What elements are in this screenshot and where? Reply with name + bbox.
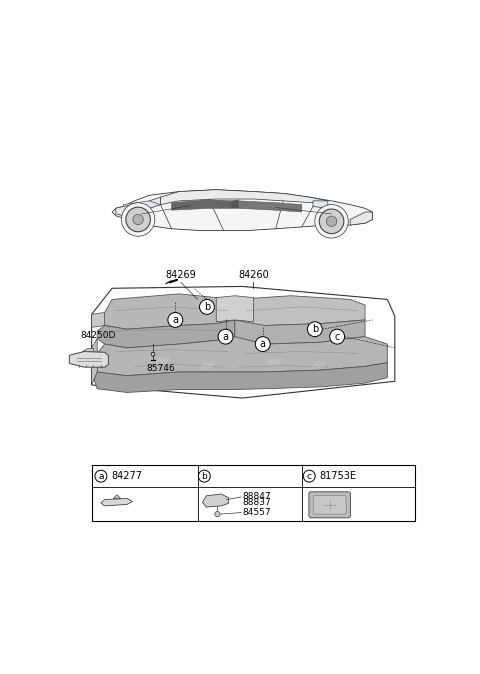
- Text: 84260: 84260: [238, 270, 269, 280]
- Circle shape: [151, 353, 155, 356]
- Circle shape: [307, 321, 322, 336]
- Circle shape: [218, 329, 233, 344]
- Polygon shape: [149, 197, 160, 208]
- Text: a: a: [260, 339, 266, 349]
- Text: b: b: [204, 302, 210, 312]
- Circle shape: [255, 336, 270, 352]
- Text: 81753E: 81753E: [319, 471, 356, 481]
- Circle shape: [215, 512, 220, 517]
- Circle shape: [126, 207, 150, 232]
- Circle shape: [319, 209, 344, 234]
- Text: b: b: [202, 472, 207, 481]
- Text: a: a: [98, 472, 104, 481]
- Polygon shape: [160, 189, 328, 205]
- Polygon shape: [83, 348, 94, 352]
- Polygon shape: [94, 336, 387, 375]
- Text: 84277: 84277: [111, 471, 142, 481]
- Polygon shape: [97, 320, 235, 348]
- Polygon shape: [231, 200, 239, 208]
- Circle shape: [303, 470, 315, 482]
- Polygon shape: [216, 296, 253, 321]
- FancyBboxPatch shape: [313, 495, 346, 514]
- Polygon shape: [235, 320, 365, 344]
- Polygon shape: [350, 212, 372, 225]
- Text: a: a: [172, 315, 179, 325]
- Text: c: c: [335, 332, 340, 342]
- Circle shape: [133, 214, 144, 224]
- Text: 85746: 85746: [146, 364, 175, 373]
- Polygon shape: [172, 200, 231, 210]
- Polygon shape: [116, 205, 134, 216]
- Text: 88837: 88837: [242, 497, 271, 507]
- Text: 84557: 84557: [242, 508, 271, 517]
- Polygon shape: [69, 352, 108, 367]
- Text: 84250D: 84250D: [81, 332, 116, 340]
- Circle shape: [315, 205, 348, 238]
- FancyBboxPatch shape: [92, 465, 415, 521]
- Polygon shape: [203, 494, 228, 507]
- Polygon shape: [113, 495, 120, 499]
- Text: a: a: [223, 332, 228, 342]
- Text: 84269: 84269: [166, 270, 196, 280]
- Polygon shape: [97, 294, 235, 329]
- Circle shape: [200, 299, 215, 314]
- Polygon shape: [123, 201, 160, 210]
- Text: 88847: 88847: [242, 493, 271, 501]
- Circle shape: [326, 216, 337, 226]
- FancyBboxPatch shape: [309, 492, 350, 518]
- Polygon shape: [101, 499, 132, 506]
- Polygon shape: [235, 296, 365, 326]
- Text: c: c: [307, 472, 312, 481]
- Polygon shape: [94, 363, 387, 392]
- Polygon shape: [112, 189, 372, 231]
- Circle shape: [168, 313, 183, 328]
- Polygon shape: [92, 338, 97, 385]
- Polygon shape: [239, 201, 302, 212]
- Polygon shape: [92, 313, 105, 328]
- Circle shape: [121, 203, 155, 236]
- Text: b: b: [312, 324, 318, 334]
- Circle shape: [198, 470, 210, 482]
- Circle shape: [330, 329, 345, 344]
- Circle shape: [95, 470, 107, 482]
- Polygon shape: [313, 201, 328, 208]
